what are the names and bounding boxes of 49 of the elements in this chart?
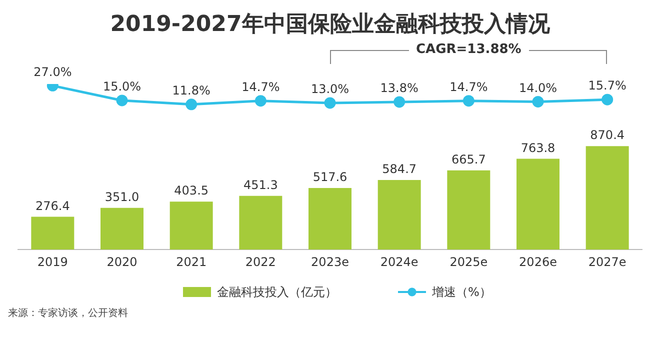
data-label: 14.7% xyxy=(450,80,488,94)
point xyxy=(394,96,406,108)
data-label: 451.3 xyxy=(243,178,278,192)
chart-title: 2019-2027年中国保险业金融科技投入情况 xyxy=(109,11,551,39)
bar xyxy=(586,146,629,250)
data-label: 351.0 xyxy=(104,190,140,204)
data-label: 15.7% xyxy=(588,78,626,93)
text: CAGR=13.88% xyxy=(408,42,529,57)
point xyxy=(532,96,544,108)
data-label: 11.8% xyxy=(172,84,210,98)
data-label: 15.0% xyxy=(102,80,142,94)
point xyxy=(116,94,128,106)
data-label: 276.4 xyxy=(35,198,70,213)
legend-label: 金融科技投入（亿元） xyxy=(217,284,337,300)
data-label: 403.5 xyxy=(174,184,209,198)
x-tick-label: 2020 xyxy=(106,254,138,269)
bar xyxy=(378,180,421,250)
x-tick-label: 2022 xyxy=(245,254,276,269)
data-label: 14.7% xyxy=(242,80,280,94)
bar xyxy=(516,158,560,250)
bar xyxy=(170,202,213,250)
data-label: 13.0% xyxy=(310,82,350,96)
data-label: 665.7 xyxy=(451,152,486,167)
legend-label: 增速（%） xyxy=(432,284,492,300)
bar xyxy=(100,208,144,250)
point xyxy=(602,94,614,106)
x-tick-label: 2019 xyxy=(37,254,68,269)
data-label: 763.8 xyxy=(520,140,556,155)
data-label: 13.8% xyxy=(380,81,418,96)
x-tick-label: 2027e xyxy=(588,254,626,269)
x-tick-label: 2024e xyxy=(380,254,418,269)
data-label: 517.6 xyxy=(312,170,348,184)
source-note: 来源：专家访谈，公开资料 xyxy=(8,306,129,320)
data-label: 14.0% xyxy=(518,80,558,95)
bar xyxy=(239,196,282,250)
x-tick-label: 2025e xyxy=(450,254,488,269)
point xyxy=(462,95,474,107)
point xyxy=(186,98,198,110)
bar xyxy=(308,188,352,250)
data-label: 27.0% xyxy=(34,64,72,79)
x-tick-label: 2023e xyxy=(311,254,349,269)
bar xyxy=(31,216,74,250)
bar xyxy=(447,170,490,250)
data-label: 870.4 xyxy=(590,128,625,142)
point xyxy=(254,95,266,107)
x-tick-label: 2021 xyxy=(176,254,207,269)
point xyxy=(324,97,336,109)
data-label: 584.7 xyxy=(382,162,417,176)
x-tick-label: 2026e xyxy=(519,254,557,269)
